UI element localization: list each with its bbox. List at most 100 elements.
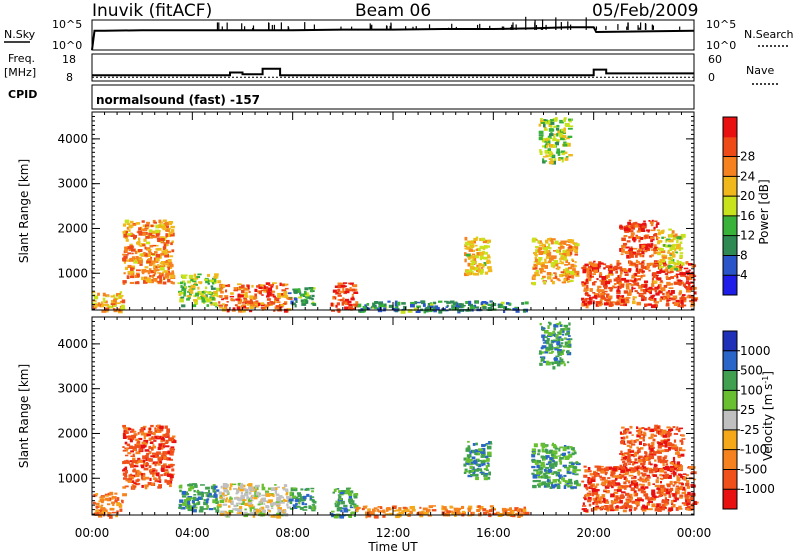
power-colorbar-swatch xyxy=(723,255,737,276)
data-cell xyxy=(636,446,639,449)
data-cell xyxy=(570,446,573,449)
data-cell xyxy=(98,514,103,518)
data-cell xyxy=(155,224,159,229)
data-cell xyxy=(622,436,626,440)
cpid-label: CPID xyxy=(8,88,37,101)
data-cell xyxy=(469,268,472,272)
data-cell xyxy=(666,291,671,294)
data-cell xyxy=(162,263,166,267)
data-cell xyxy=(452,302,457,305)
data-cell xyxy=(213,293,219,297)
data-cell xyxy=(623,476,627,480)
data-cell xyxy=(623,488,627,490)
data-cell xyxy=(636,291,639,294)
data-cell xyxy=(268,303,273,306)
data-cell xyxy=(466,457,470,462)
data-cell xyxy=(609,286,614,290)
data-cell xyxy=(547,254,551,257)
scatter-patch xyxy=(619,219,660,259)
data-cell xyxy=(671,251,675,256)
data-cell xyxy=(571,462,575,466)
data-cell xyxy=(531,453,536,458)
data-cell xyxy=(273,309,276,312)
data-cell xyxy=(138,448,143,452)
data-cell xyxy=(301,501,305,506)
data-cell xyxy=(366,513,372,518)
data-cell xyxy=(466,454,472,458)
data-cell xyxy=(132,457,136,461)
data-cell xyxy=(472,473,475,475)
data-cell xyxy=(542,160,546,164)
data-cell xyxy=(652,451,656,455)
data-cell xyxy=(681,491,686,494)
data-cell xyxy=(166,228,170,232)
data-cell xyxy=(550,466,553,470)
data-cell xyxy=(275,502,280,506)
data-cell xyxy=(569,279,574,282)
data-cell xyxy=(224,484,229,488)
data-cell xyxy=(599,299,603,303)
data-cell xyxy=(210,485,215,490)
data-cell xyxy=(476,270,479,272)
data-cell xyxy=(157,424,161,429)
data-cell xyxy=(260,284,265,287)
data-cell xyxy=(548,479,551,483)
data-cell xyxy=(545,346,550,350)
data-cell xyxy=(681,502,686,505)
data-cell xyxy=(619,506,624,509)
data-cell xyxy=(665,432,670,435)
data-cell xyxy=(595,296,598,300)
data-cell xyxy=(625,283,630,288)
data-cell xyxy=(635,493,638,497)
data-cell xyxy=(471,240,475,242)
data-cell xyxy=(159,425,164,430)
data-cell xyxy=(676,461,681,465)
data-cell xyxy=(659,484,665,489)
data-cell xyxy=(587,300,592,305)
data-cell xyxy=(668,429,672,432)
data-cell xyxy=(123,460,128,463)
data-cell xyxy=(538,257,543,261)
data-cell xyxy=(213,494,218,498)
data-cell xyxy=(127,437,132,440)
data-cell xyxy=(587,271,593,275)
data-cell xyxy=(558,476,563,480)
data-cell xyxy=(457,309,460,313)
data-cell xyxy=(675,452,680,455)
freq-line xyxy=(92,67,694,77)
data-cell xyxy=(258,500,262,504)
data-cell xyxy=(467,507,471,510)
data-cell xyxy=(675,497,679,500)
data-cell xyxy=(159,266,165,271)
data-cell xyxy=(270,507,274,510)
data-cell xyxy=(674,268,678,271)
data-cell xyxy=(674,275,677,277)
data-cell xyxy=(564,157,569,161)
data-cell xyxy=(652,294,656,297)
data-cell xyxy=(605,298,610,302)
data-cell xyxy=(226,308,230,313)
data-cell xyxy=(160,439,163,443)
data-cell xyxy=(480,470,483,473)
data-cell xyxy=(118,296,123,299)
data-cell xyxy=(677,303,680,308)
data-cell xyxy=(339,290,342,293)
data-cell xyxy=(550,255,555,258)
data-cell xyxy=(302,509,308,511)
data-cell xyxy=(181,304,186,308)
data-cell xyxy=(463,471,467,474)
data-cell xyxy=(552,366,556,370)
data-cell xyxy=(564,341,570,346)
data-cell xyxy=(142,244,146,247)
data-cell xyxy=(644,303,649,307)
data-cell xyxy=(468,505,473,510)
data-cell xyxy=(415,309,421,313)
data-cell xyxy=(660,287,666,292)
data-cell xyxy=(620,485,623,487)
data-cell xyxy=(650,428,655,433)
data-cell xyxy=(140,472,146,475)
data-cell xyxy=(482,508,487,512)
data-cell xyxy=(202,291,206,294)
data-cell xyxy=(549,457,553,461)
data-cell xyxy=(202,295,207,297)
